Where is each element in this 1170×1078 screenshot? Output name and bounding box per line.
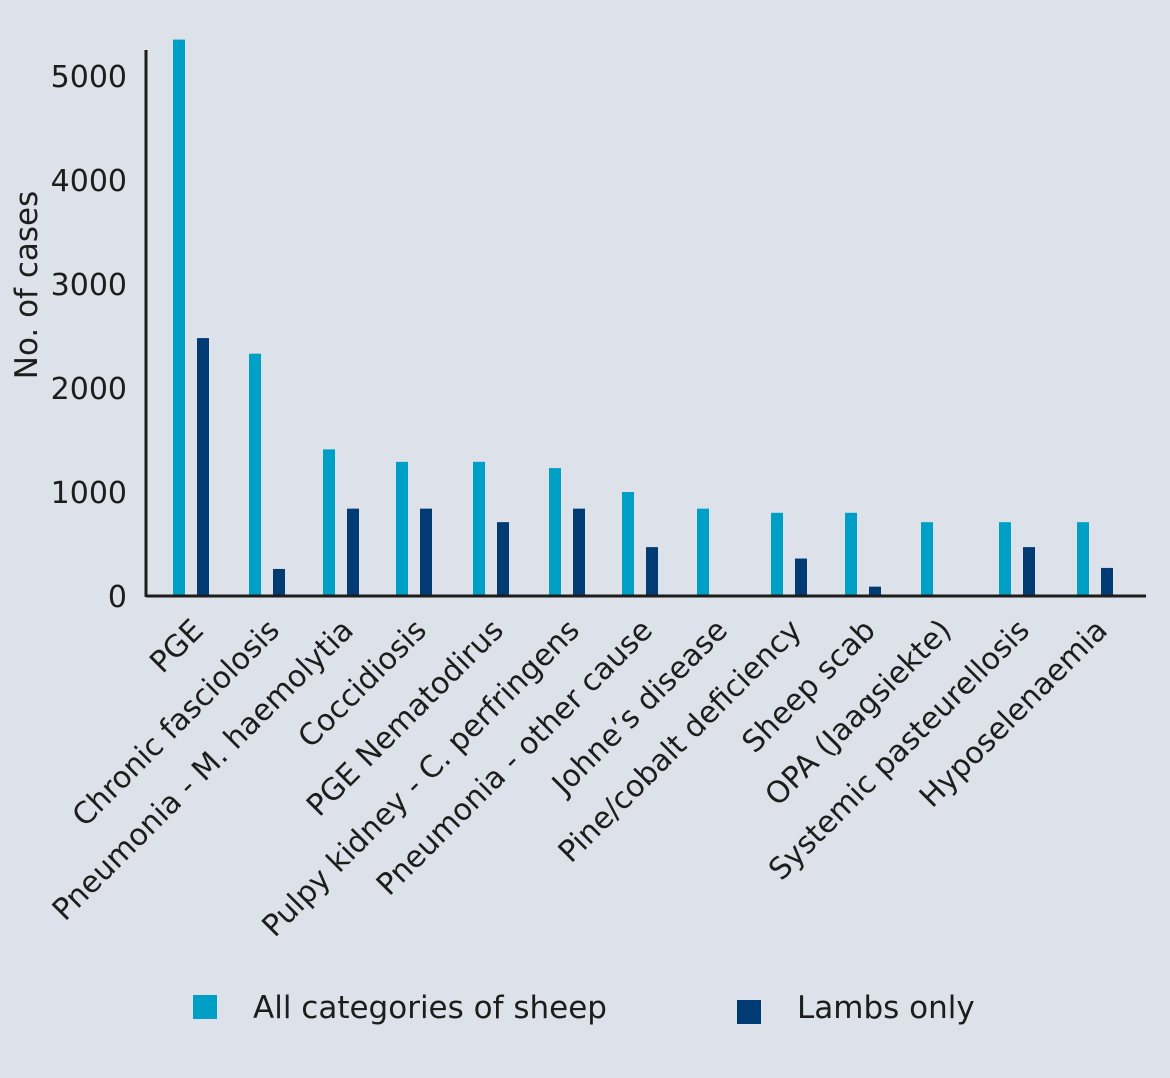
bar-lambs-only	[795, 558, 807, 596]
bar-lambs-only	[497, 522, 509, 596]
y-tick-label: 1000	[51, 476, 127, 511]
bar-all-categories	[249, 353, 261, 596]
y-tick-label: 3000	[51, 268, 127, 303]
bar-lambs-only	[197, 338, 209, 596]
bar-lambs-only	[1023, 547, 1035, 596]
bar-all-categories	[771, 512, 783, 596]
bar-all-categories	[845, 512, 857, 596]
y-tick-label: 0	[108, 580, 127, 615]
bar-lambs-only	[573, 508, 585, 596]
bar-lambs-only	[646, 547, 658, 596]
bar-all-categories	[549, 468, 561, 596]
y-tick-label: 4000	[51, 164, 127, 199]
legend-label: Lambs only	[797, 990, 975, 1026]
bar-all-categories	[622, 492, 634, 596]
bar-lambs-only	[273, 568, 285, 596]
bar-all-categories	[999, 522, 1011, 596]
bar-lambs-only	[869, 586, 881, 596]
y-tick-label: 2000	[51, 372, 127, 407]
y-tick-labels: 0 1000 2000 3000 4000 5000	[51, 60, 127, 615]
bar-lambs-only	[1101, 567, 1113, 596]
y-axis-title: No. of cases	[9, 191, 45, 379]
bar-all-categories	[921, 522, 933, 596]
x-category-label: PGE	[143, 613, 210, 680]
bar-lambs-only	[347, 508, 359, 596]
bar-all-categories	[323, 449, 335, 596]
bar-all-categories	[396, 461, 408, 596]
bar-all-categories	[473, 461, 485, 596]
bar-all-categories	[1077, 522, 1089, 596]
bar-lambs-only	[420, 508, 432, 596]
bar-all-categories	[697, 508, 709, 596]
bar-all-categories	[173, 39, 185, 597]
plot-area	[173, 39, 1113, 597]
y-tick-label: 5000	[51, 60, 127, 95]
legend-swatch	[193, 995, 217, 1019]
legend: All categories of sheep Lambs only	[193, 990, 975, 1026]
legend-label: All categories of sheep	[253, 990, 607, 1026]
legend-swatch	[737, 1000, 761, 1024]
